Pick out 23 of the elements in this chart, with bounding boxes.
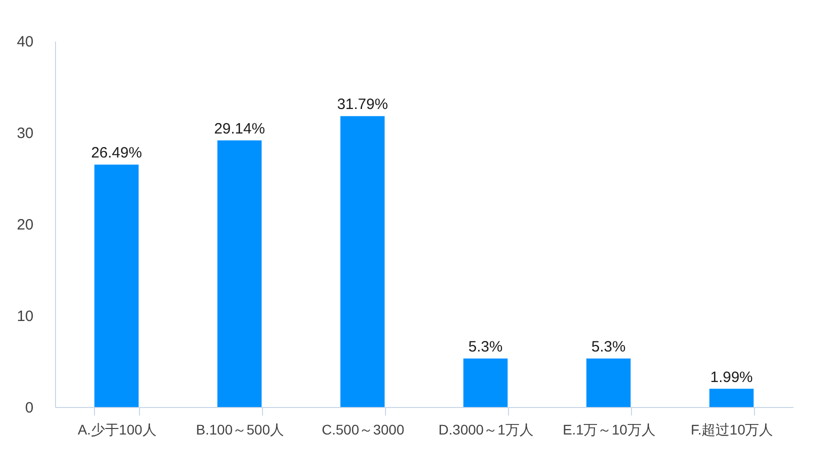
data-label: 31.79% bbox=[337, 96, 388, 114]
bar bbox=[709, 388, 754, 407]
x-tick-label: C.500～3000 bbox=[322, 422, 404, 438]
x-tick-label: A.少于100人 bbox=[78, 422, 156, 438]
y-tick-label: 30 bbox=[16, 125, 34, 142]
bar bbox=[340, 116, 385, 407]
bar bbox=[94, 164, 139, 407]
x-tick-label: D.3000～1万人 bbox=[438, 422, 534, 438]
x-tick-label: B.100～500人 bbox=[196, 422, 284, 438]
bar bbox=[217, 140, 262, 407]
data-label: 26.49% bbox=[91, 144, 142, 162]
bar bbox=[586, 358, 631, 407]
data-label: 5.3% bbox=[468, 338, 503, 356]
y-tick-label: 10 bbox=[16, 308, 34, 325]
y-tick-label: 40 bbox=[16, 34, 34, 50]
x-tick-label: E.1万～10万人 bbox=[562, 422, 656, 438]
y-tick-label: 20 bbox=[16, 216, 34, 234]
y-tick-label: 0 bbox=[25, 400, 34, 416]
x-tick-label: F.超过10万人 bbox=[690, 422, 774, 438]
bar bbox=[463, 358, 508, 407]
data-label: 1.99% bbox=[710, 368, 753, 386]
data-label: 29.14% bbox=[214, 120, 265, 138]
data-label: 5.3% bbox=[591, 338, 626, 356]
